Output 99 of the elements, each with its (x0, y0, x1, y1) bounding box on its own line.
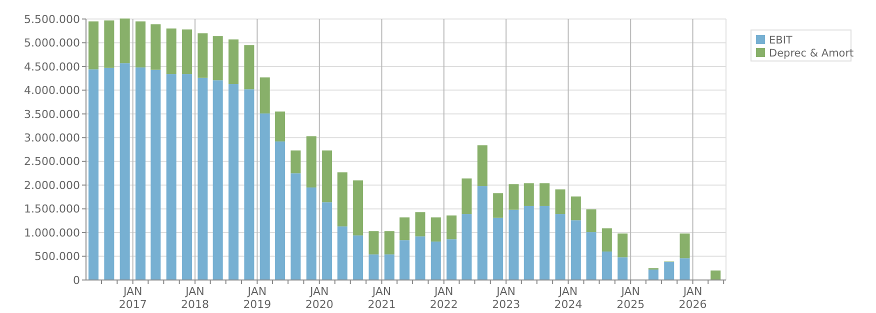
bar (570, 196, 581, 220)
bar (306, 136, 316, 188)
bar (446, 215, 457, 240)
bar (182, 74, 192, 280)
y-tick-label: 1.000.000 (24, 226, 80, 240)
bar (524, 206, 534, 280)
legend-label: EBIT (769, 34, 793, 47)
bar (136, 21, 146, 68)
bar (120, 63, 130, 280)
bar (353, 235, 364, 280)
bar (710, 270, 721, 280)
bar (524, 183, 534, 206)
legend-label: Deprec & Amort (769, 48, 854, 60)
bar (586, 209, 596, 232)
bar (493, 218, 504, 280)
bar (555, 214, 566, 280)
bar (337, 172, 348, 226)
bar (337, 226, 348, 280)
bar (88, 69, 98, 280)
bar (212, 36, 223, 80)
bar (228, 84, 239, 280)
bar (648, 270, 658, 280)
bar (462, 214, 472, 280)
x-tick-label: JAN 2017 (118, 285, 147, 311)
y-tick-label: 5.000.000 (24, 36, 80, 50)
bar (477, 145, 488, 186)
bar (368, 231, 379, 254)
bar (384, 231, 394, 254)
y-tick-label: 3.000.000 (24, 131, 80, 144)
bar (260, 77, 270, 114)
bar (477, 186, 488, 280)
bar (322, 150, 332, 202)
bar (400, 240, 410, 280)
bar (260, 113, 270, 280)
bar (290, 150, 301, 174)
x-tick-label: JAN 2026 (678, 285, 707, 311)
bar (88, 21, 98, 70)
bar (570, 220, 581, 280)
bar (120, 18, 130, 64)
y-tick-label: 4.500.000 (24, 60, 80, 74)
bar (446, 239, 457, 280)
y-tick-label: 2.000.000 (24, 178, 80, 192)
y-tick-label: 1.500.000 (24, 202, 80, 216)
bar (540, 183, 550, 206)
bar (508, 210, 519, 280)
bar (166, 28, 176, 74)
bar (104, 68, 114, 280)
bar (275, 112, 286, 142)
bar (415, 236, 426, 280)
bar (462, 178, 472, 214)
x-tick-label: JAN 2021 (368, 285, 396, 311)
bar (602, 228, 612, 252)
bar (540, 206, 550, 280)
bar (430, 217, 441, 242)
bar (322, 202, 332, 280)
bar (415, 212, 426, 236)
y-tick-label: 0 (73, 274, 80, 287)
y-tick-label: 500.000 (34, 250, 80, 264)
bar (136, 67, 146, 280)
bar (430, 242, 441, 280)
bar (508, 184, 519, 210)
bar (244, 89, 254, 280)
bar (353, 180, 364, 236)
bar (275, 141, 286, 280)
x-tick-label: JAN 2023 (492, 285, 520, 311)
x-tick-label: JAN 2024 (554, 285, 582, 311)
bar (198, 33, 208, 78)
bar (680, 258, 690, 280)
y-tick-label: 4.000.000 (24, 84, 80, 98)
bar (555, 189, 566, 214)
bar (150, 70, 161, 280)
y-tick-label: 2.500.000 (24, 155, 80, 168)
bar (182, 29, 192, 74)
bar (228, 39, 239, 84)
x-tick-label: JAN 2018 (181, 285, 210, 311)
bar (150, 24, 161, 70)
bar (290, 173, 301, 280)
bar (166, 74, 176, 280)
bar (306, 187, 316, 280)
bar (680, 233, 690, 258)
bar (212, 80, 223, 280)
y-tick-label: 3.500.000 (24, 108, 80, 121)
x-tick-label: JAN 2020 (305, 285, 334, 311)
bar (664, 262, 674, 280)
bar (384, 254, 394, 280)
bar (602, 252, 612, 280)
bar (244, 45, 254, 90)
bar (493, 193, 504, 218)
x-tick-label: JAN 2022 (430, 285, 458, 311)
y-tick-label: 5.500.000 (24, 12, 80, 26)
x-tick-label: JAN 2025 (616, 285, 645, 311)
bar (368, 254, 379, 280)
bar (198, 78, 208, 280)
bar (586, 232, 596, 280)
bar (400, 217, 410, 240)
bar (618, 257, 628, 280)
bar (104, 20, 114, 68)
x-tick-label: JAN 2019 (243, 285, 272, 311)
bar (618, 233, 628, 258)
